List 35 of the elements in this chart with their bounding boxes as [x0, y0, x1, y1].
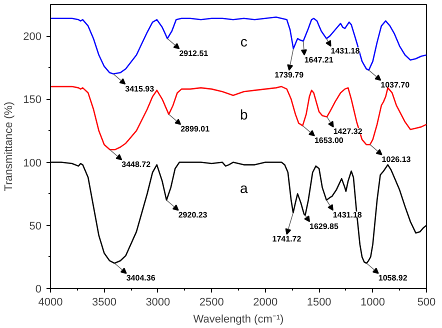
annotation: 1431.18 [332, 210, 362, 220]
y-tick-label: 100 [23, 157, 42, 170]
x-tick-label: 2000 [253, 296, 278, 308]
x-tick-label: 500 [417, 296, 436, 308]
annotation: 2899.01 [180, 124, 210, 134]
series-label: c [240, 34, 248, 50]
annotation: 1037.70 [380, 80, 410, 90]
x-tick-label: 3000 [146, 296, 170, 308]
x-tick-label: 3500 [92, 296, 116, 308]
x-tick-label: 1000 [360, 296, 386, 308]
annotation: 1427.32 [333, 127, 363, 136]
y-tick-label: 200 [23, 31, 42, 44]
annotation: 1741.72 [272, 234, 302, 244]
annotation: 1629.85 [310, 222, 339, 231]
annotation: 2920.23 [178, 210, 208, 220]
annotation: 1739.79 [274, 70, 304, 80]
series-label: b [240, 106, 248, 123]
x-axis-title: Wavelength (cm⁻¹) [193, 314, 284, 326]
y-axis-title: Transmittance (%) [3, 102, 16, 192]
annotation: 1058.92 [378, 274, 408, 283]
annotation: 2912.51 [179, 48, 209, 58]
y-tick-label: 0 [35, 284, 42, 296]
annotation: 3415.93 [125, 84, 155, 94]
annotation: 3404.36 [126, 274, 156, 283]
x-tick-label: 1500 [306, 296, 332, 308]
y-tick-label: 150 [23, 94, 42, 106]
y-tick-label: 50 [29, 220, 42, 232]
annotation: 3448.72 [122, 160, 152, 170]
annotation: 1026.13 [382, 154, 412, 164]
x-tick-label: 2500 [199, 296, 224, 308]
series-label: a [240, 180, 248, 196]
annotation: 1431.18 [330, 46, 360, 56]
annotation: 1653.00 [314, 136, 344, 146]
x-tick-label: 4000 [38, 296, 63, 308]
annotation: 1647.21 [304, 55, 334, 64]
